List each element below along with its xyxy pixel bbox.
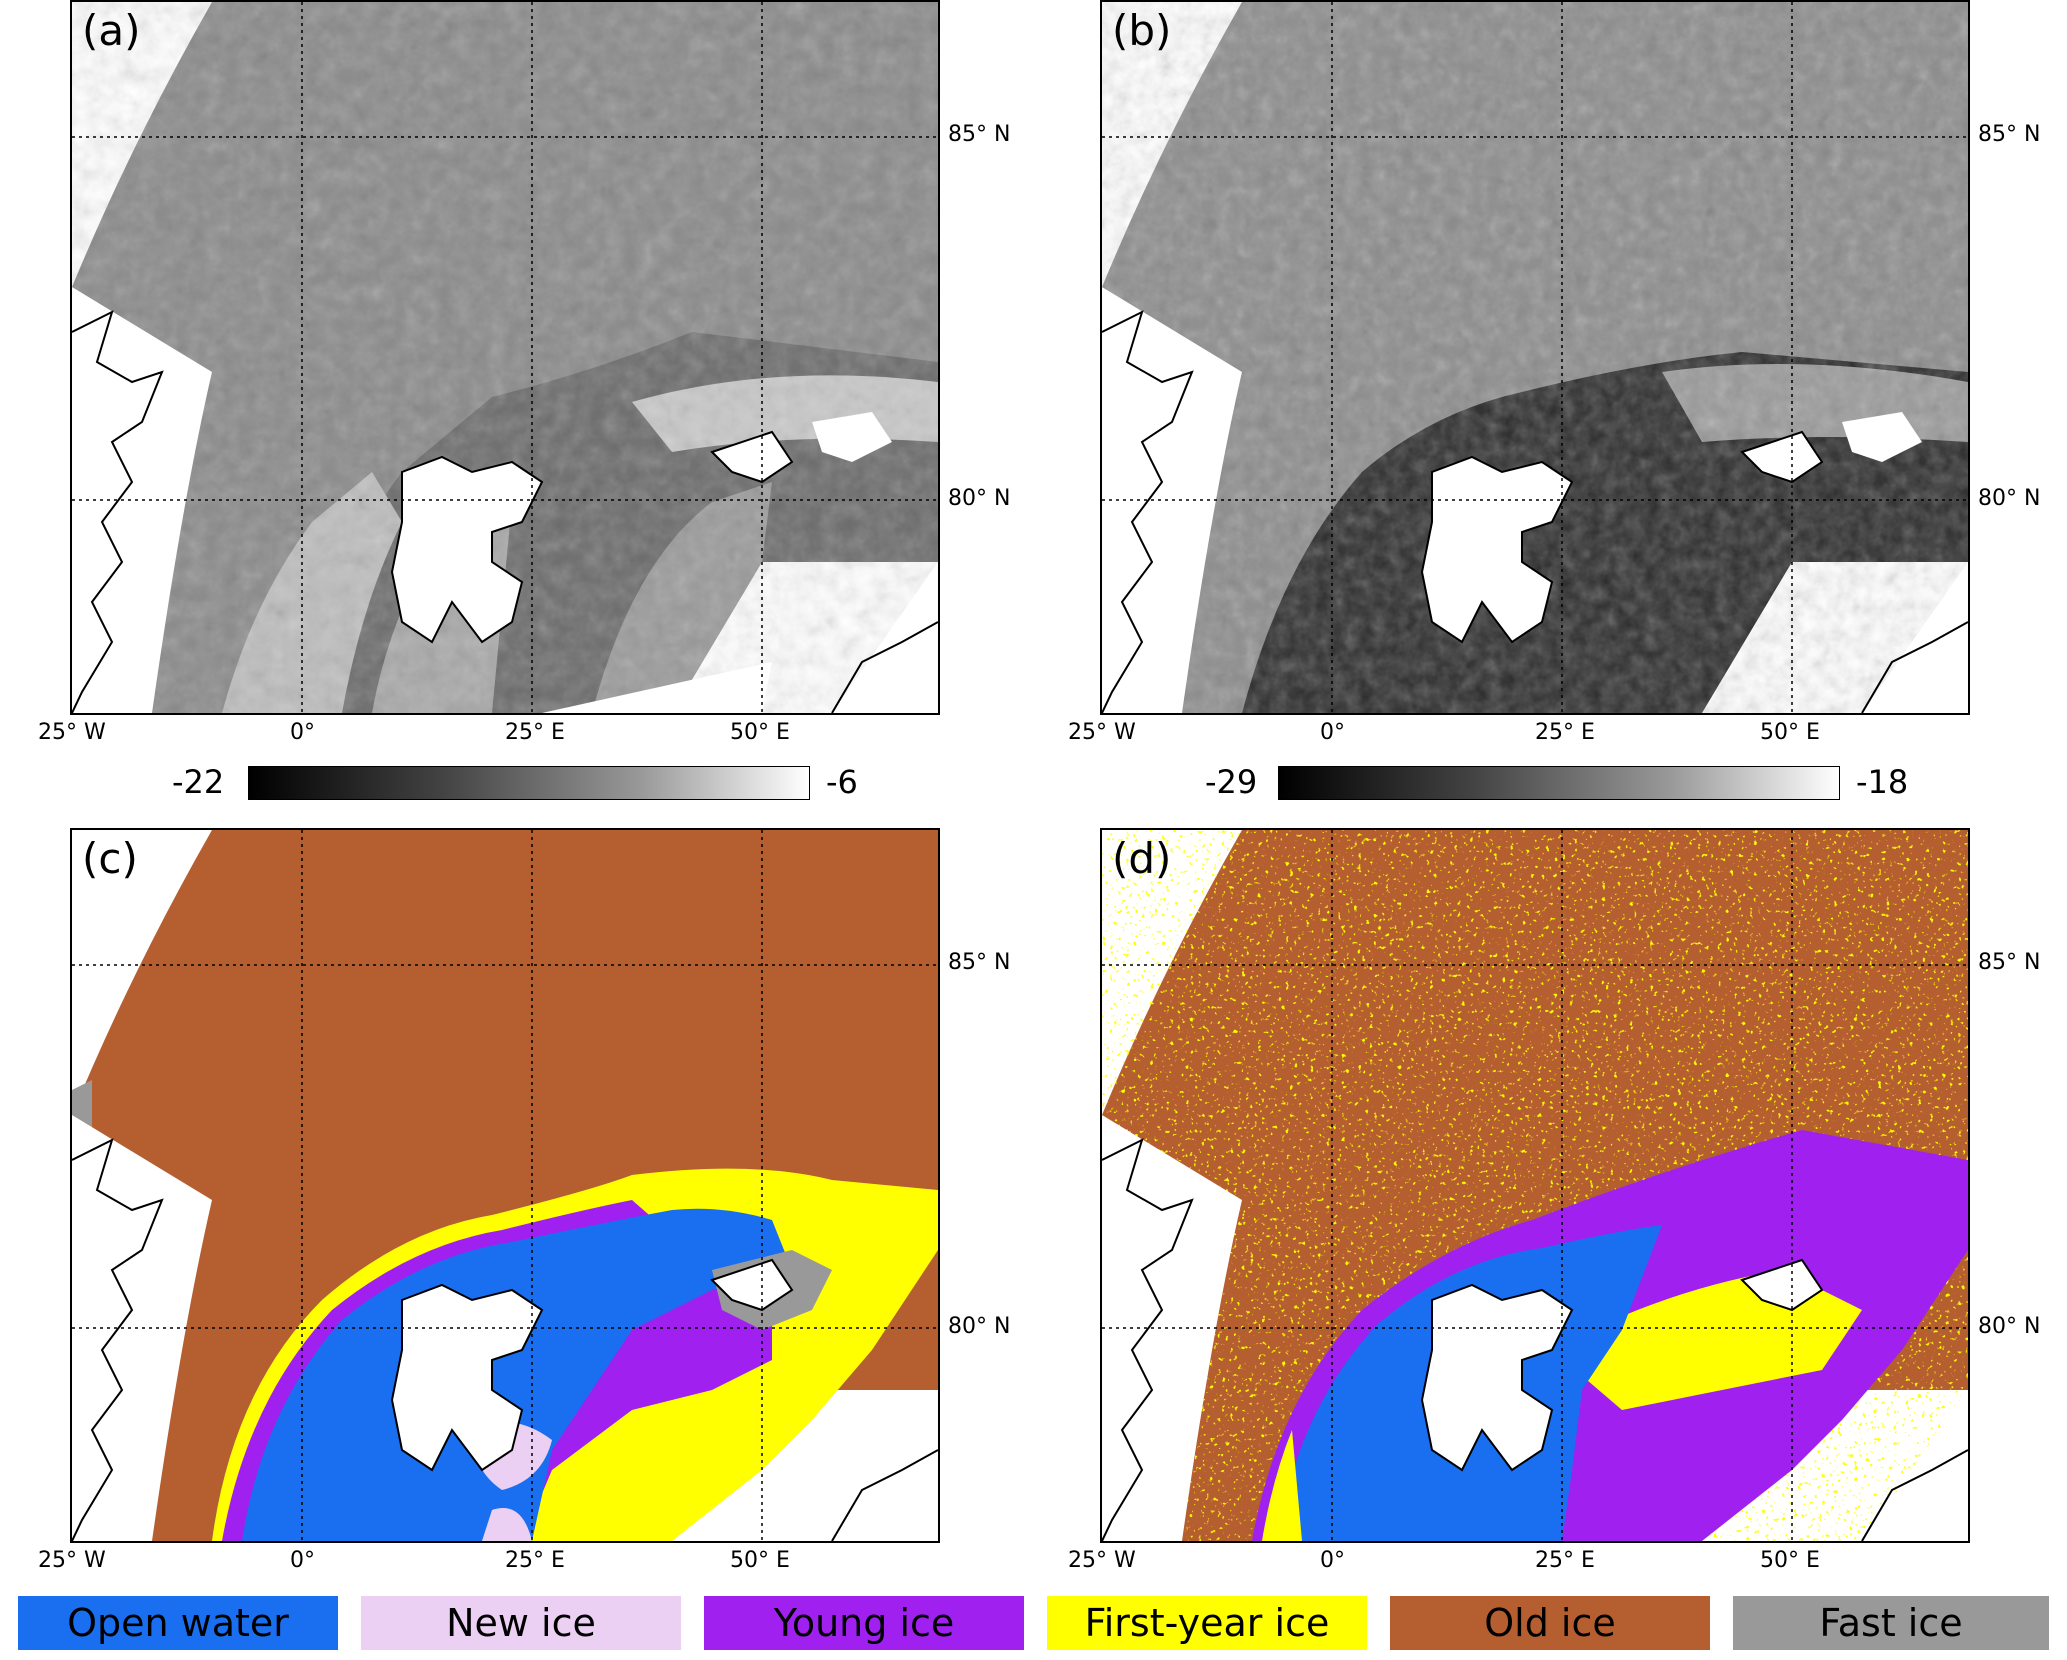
sar-image-a — [72, 2, 938, 713]
lon-tick-d-1: 0° — [1320, 1548, 1345, 1573]
lat-tick-d-0: 85° N — [1978, 950, 2041, 975]
legend-label: New ice — [446, 1601, 596, 1645]
lat-tick-c-1: 80° N — [948, 1314, 1011, 1339]
sar-image-b — [1102, 2, 1968, 713]
legend-fast-ice: Fast ice — [1733, 1596, 2049, 1650]
lat-tick-c-0: 85° N — [948, 950, 1011, 975]
colorbar-b — [1278, 766, 1840, 800]
map-d: (d) — [1100, 828, 1970, 1543]
lon-tick-c-1: 0° — [290, 1548, 315, 1573]
legend-old-ice: Old ice — [1390, 1596, 1710, 1650]
legend-open-water: Open water — [18, 1596, 338, 1650]
lon-tick-b-1: 0° — [1320, 720, 1345, 745]
legend-label: Old ice — [1484, 1601, 1616, 1645]
lon-tick-b-0: 25° W — [1068, 720, 1136, 745]
lon-tick-b-3: 50° E — [1760, 720, 1820, 745]
map-c: (c) — [70, 828, 940, 1543]
lon-tick-c-0: 25° W — [38, 1548, 106, 1573]
legend-label: First-year ice — [1084, 1601, 1330, 1645]
map-a: (a) — [70, 0, 940, 715]
legend-first-year-ice: First-year ice — [1047, 1596, 1367, 1650]
lat-tick-a-0: 85° N — [948, 122, 1011, 147]
colorbar-a-max: -6 — [826, 763, 858, 801]
colorbar-a — [248, 766, 810, 800]
colorbar-b-max: -18 — [1856, 763, 1909, 801]
panel-label-c: (c) — [82, 834, 138, 883]
colorbar-a-min: -22 — [172, 763, 225, 801]
lon-tick-b-2: 25° E — [1535, 720, 1595, 745]
panel-label-a: (a) — [82, 6, 141, 55]
lon-tick-d-2: 25° E — [1535, 1548, 1595, 1573]
map-b: (b) — [1100, 0, 1970, 715]
lon-tick-d-3: 50° E — [1760, 1548, 1820, 1573]
lon-tick-a-2: 25° E — [505, 720, 565, 745]
legend-young-ice: Young ice — [704, 1596, 1024, 1650]
colorbar-b-min: -29 — [1205, 763, 1258, 801]
lon-tick-a-3: 50° E — [730, 720, 790, 745]
lat-tick-a-1: 80° N — [948, 486, 1011, 511]
lat-tick-b-1: 80° N — [1978, 486, 2041, 511]
lon-tick-c-2: 25° E — [505, 1548, 565, 1573]
legend-new-ice: New ice — [361, 1596, 681, 1650]
lat-tick-d-1: 80° N — [1978, 1314, 2041, 1339]
legend-label: Open water — [67, 1601, 289, 1645]
ice-chart-d — [1102, 830, 1968, 1541]
panel-label-b: (b) — [1112, 6, 1172, 55]
legend-label: Fast ice — [1819, 1601, 1963, 1645]
lon-tick-a-1: 0° — [290, 720, 315, 745]
lon-tick-a-0: 25° W — [38, 720, 106, 745]
ice-chart-c — [72, 830, 938, 1541]
lon-tick-c-3: 50° E — [730, 1548, 790, 1573]
legend-label: Young ice — [773, 1601, 955, 1645]
lat-tick-b-0: 85° N — [1978, 122, 2041, 147]
lon-tick-d-0: 25° W — [1068, 1548, 1136, 1573]
panel-label-d: (d) — [1112, 834, 1172, 883]
